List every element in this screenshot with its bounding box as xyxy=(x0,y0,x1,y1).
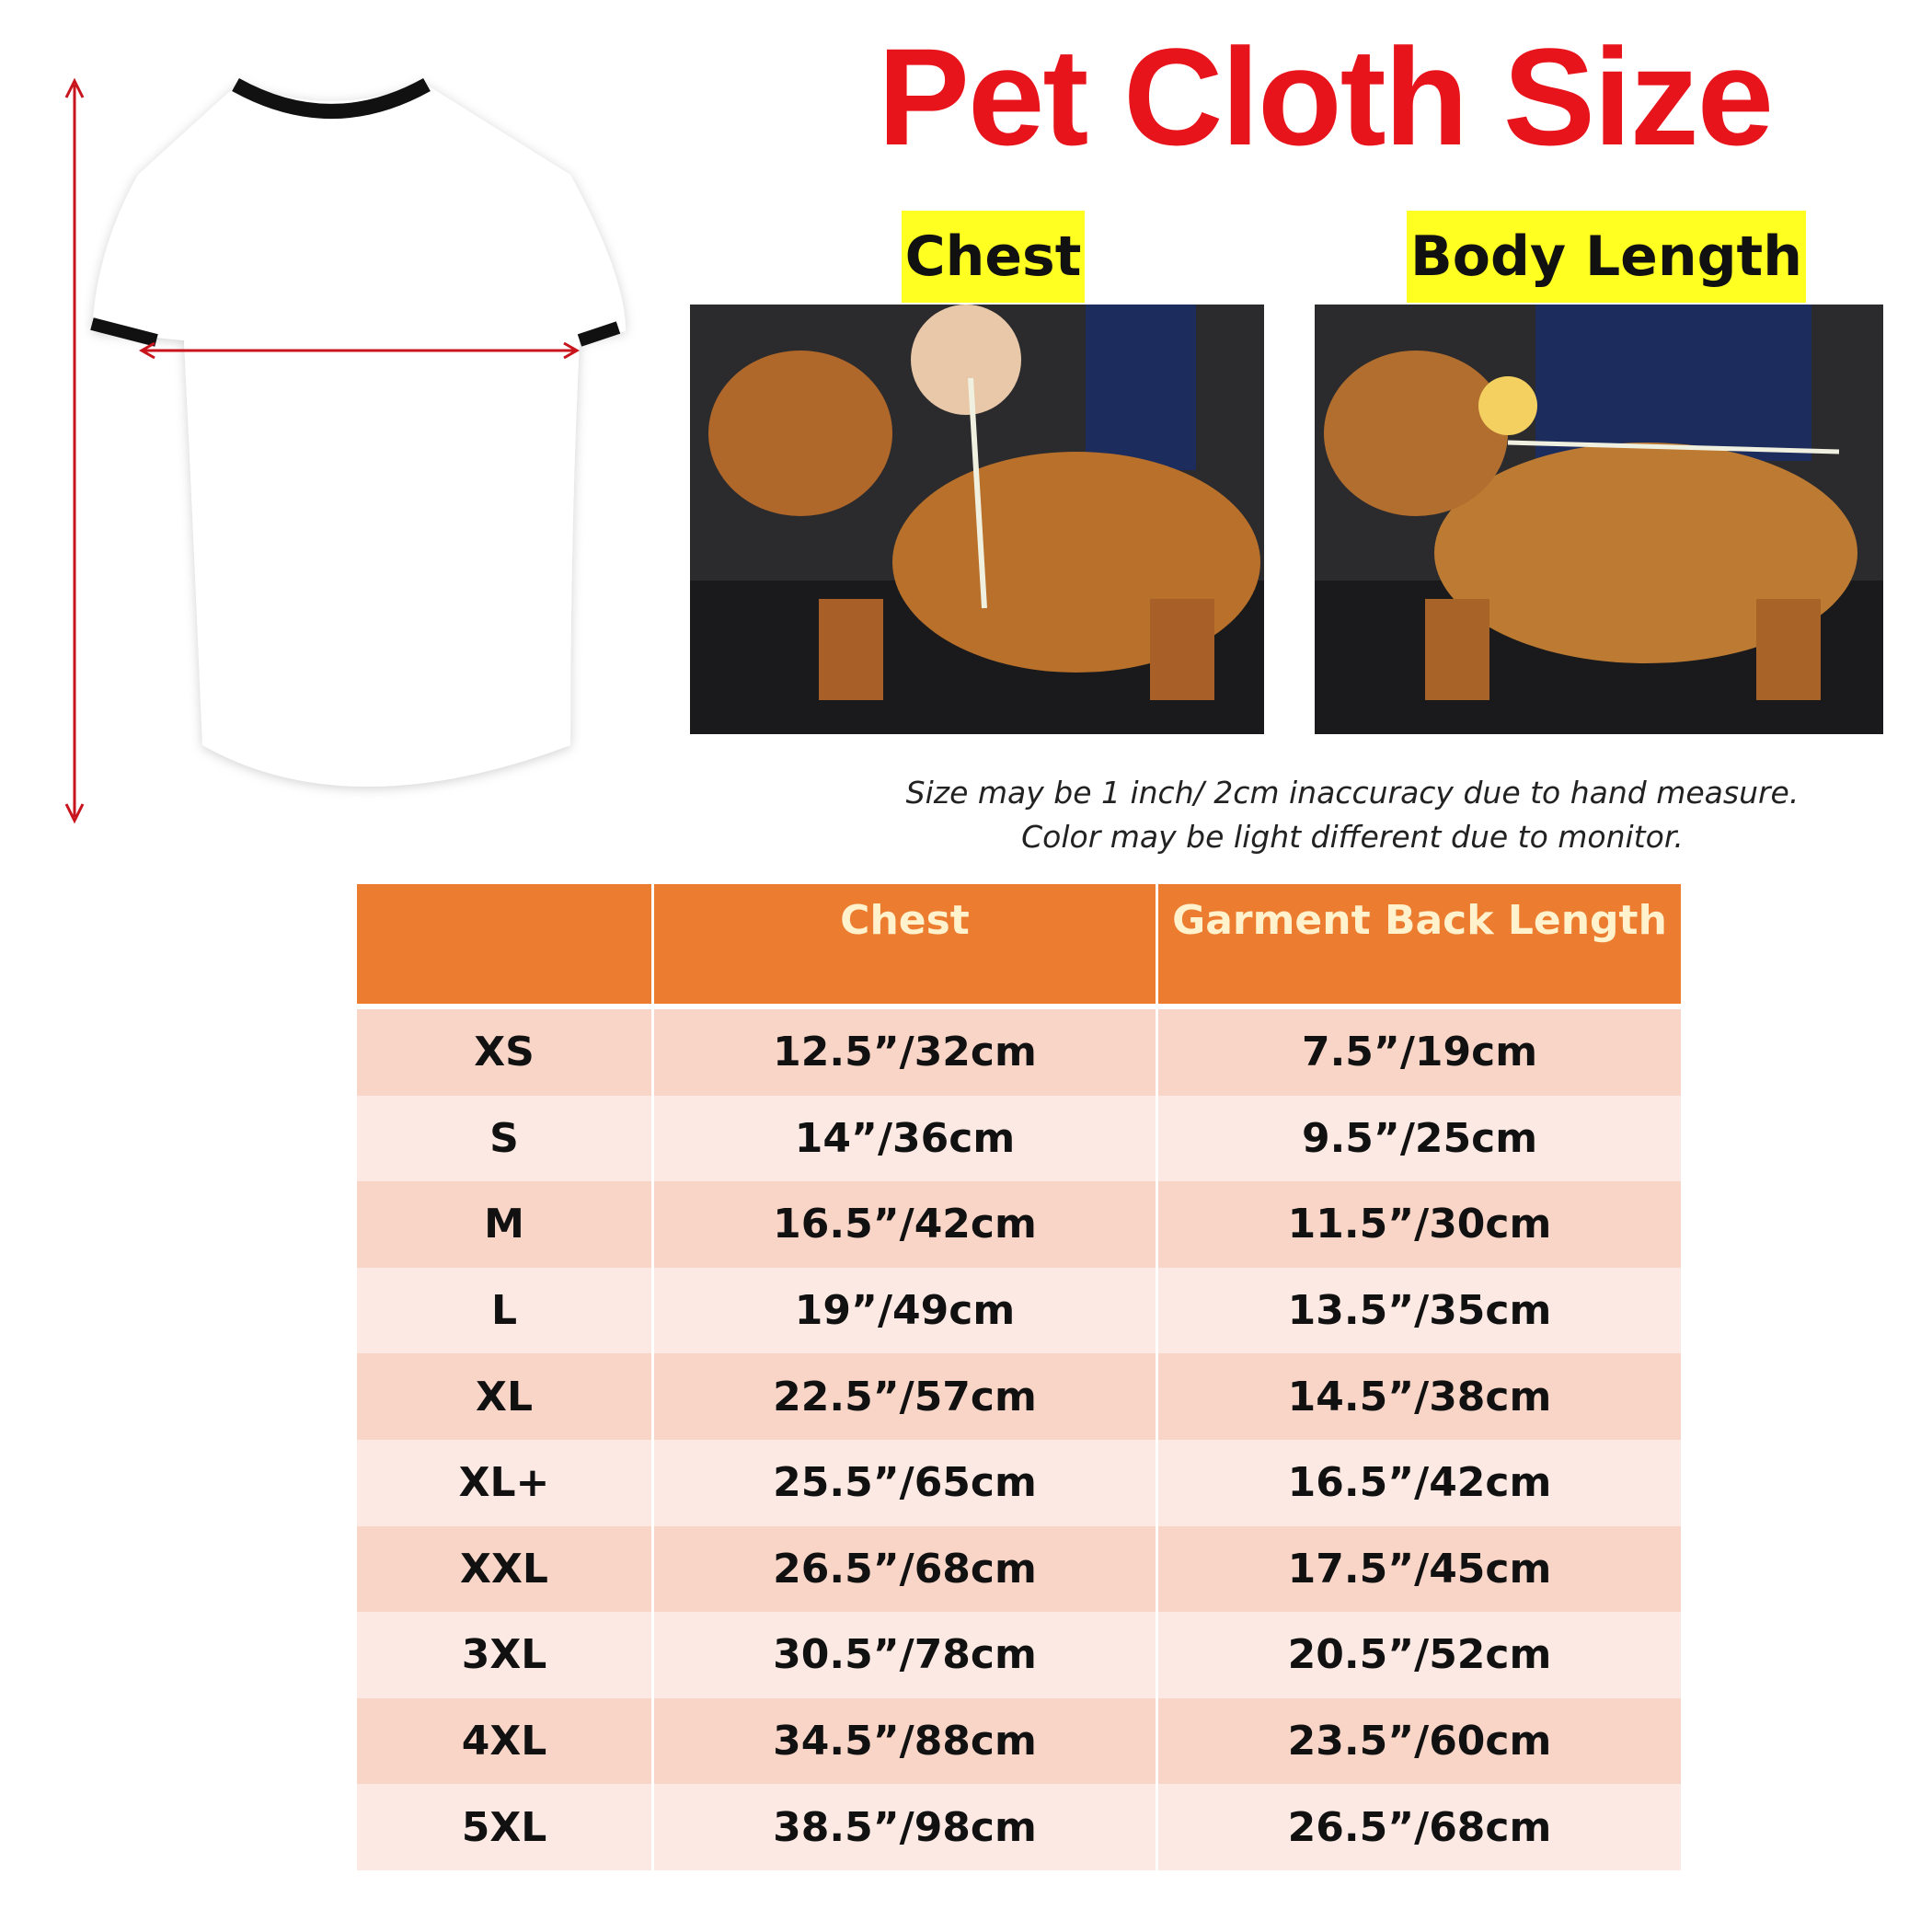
cell-back-length: 23.5”/60cm xyxy=(1287,1718,1552,1765)
cell-size: M xyxy=(357,1181,654,1268)
table-row: XS 12.5”/32cm 7.5”/19cm xyxy=(357,1009,1681,1096)
cell-back-length: 9.5”/25cm xyxy=(1301,1114,1538,1162)
shirt-sleeve-right xyxy=(577,321,621,347)
table-row: XL 22.5”/57cm 14.5”/38cm xyxy=(357,1353,1681,1440)
cell-size: XS xyxy=(357,1009,654,1096)
cell-chest: 12.5”/32cm xyxy=(654,1009,1158,1096)
chest-measure-photo xyxy=(690,305,1264,734)
cell-size: 5XL xyxy=(357,1784,654,1870)
chest-label: Chest xyxy=(902,211,1085,303)
cell-size: L xyxy=(357,1267,654,1354)
cell-chest: 22.5”/57cm xyxy=(654,1353,1158,1440)
table-row: S 14”/36cm 9.5”/25cm xyxy=(357,1095,1681,1182)
note-accuracy: Size may be 1 inch/ 2cm inaccuracy due t… xyxy=(905,775,1800,811)
cell-size: XXL xyxy=(357,1525,654,1613)
table-row: XXL 26.5”/68cm 17.5”/45cm xyxy=(357,1525,1681,1613)
cell-back-length: 13.5”/35cm xyxy=(1287,1287,1552,1335)
shirt-collar xyxy=(232,78,431,119)
cell-back-length: 16.5”/42cm xyxy=(1287,1459,1552,1507)
table-row: 5XL 38.5”/98cm 26.5”/68cm xyxy=(357,1784,1681,1870)
cell-chest: 26.5”/68cm xyxy=(654,1525,1158,1613)
cell-size: S xyxy=(357,1095,654,1182)
table-row: 3XL 30.5”/78cm 20.5”/52cm xyxy=(357,1612,1681,1698)
table-header: Chest Garment Back Length xyxy=(357,884,1681,1004)
cell-chest: 16.5”/42cm xyxy=(654,1181,1158,1268)
cell-size: 4XL xyxy=(357,1697,654,1785)
size-table: Chest Garment Back Length XS 12.5”/32cm 7.… xyxy=(357,884,1681,1870)
cell-size: XL+ xyxy=(357,1439,654,1526)
cell-chest: 34.5”/88cm xyxy=(654,1697,1158,1785)
cell-chest: 19”/49cm xyxy=(654,1267,1158,1354)
note-color: Color may be light different due to moni… xyxy=(1021,819,1684,855)
cell-chest: 38.5”/98cm xyxy=(654,1784,1158,1870)
header-back-length: Garment Back Length xyxy=(1172,897,1667,944)
cell-chest: 14”/36cm xyxy=(654,1095,1158,1182)
table-row: L 19”/49cm 13.5”/35cm xyxy=(357,1267,1681,1354)
cell-back-length: 17.5”/45cm xyxy=(1287,1545,1552,1593)
cell-back-length: 11.5”/30cm xyxy=(1287,1201,1552,1248)
cell-back-length: 26.5”/68cm xyxy=(1287,1803,1552,1851)
page-title: Pet Cloth Size xyxy=(877,19,1774,174)
cell-size: XL xyxy=(357,1353,654,1440)
cell-back-length: 14.5”/38cm xyxy=(1287,1373,1552,1420)
cell-back-length: 7.5”/19cm xyxy=(1301,1029,1538,1076)
header-chest: Chest xyxy=(654,884,1158,1004)
cell-chest: 25.5”/65cm xyxy=(654,1439,1158,1526)
cell-back-length: 20.5”/52cm xyxy=(1287,1631,1552,1679)
body-length-measure-photo xyxy=(1315,305,1883,734)
shirt-shape xyxy=(92,83,626,787)
table-row: M 16.5”/42cm 11.5”/30cm xyxy=(357,1181,1681,1268)
shirt-sleeve-left xyxy=(90,317,158,347)
body-length-label: Body Length xyxy=(1407,211,1806,303)
table-row: 4XL 34.5”/88cm 23.5”/60cm xyxy=(357,1697,1681,1785)
header-size xyxy=(357,884,654,1004)
pet-shirt-diagram xyxy=(64,77,626,824)
cell-chest: 30.5”/78cm xyxy=(654,1612,1158,1698)
table-row: XL+ 25.5”/65cm 16.5”/42cm xyxy=(357,1439,1681,1526)
cell-size: 3XL xyxy=(357,1612,654,1698)
